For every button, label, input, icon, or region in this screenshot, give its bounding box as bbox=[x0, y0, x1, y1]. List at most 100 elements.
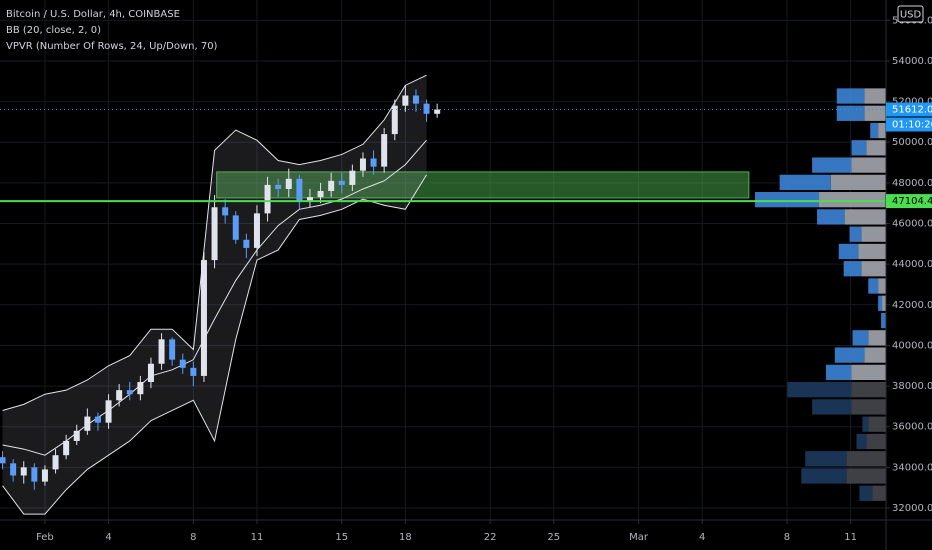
x-tick-label: 25 bbox=[547, 532, 560, 543]
x-tick-label: 15 bbox=[335, 532, 348, 543]
volume-up-bar bbox=[812, 157, 852, 173]
volume-down-bar bbox=[846, 451, 886, 467]
candle-body bbox=[232, 215, 239, 240]
candle-body bbox=[285, 178, 292, 189]
y-tick-label: 46000.00 bbox=[892, 219, 932, 230]
y-tick-label: 48000.00 bbox=[892, 178, 932, 189]
volume-up-bar bbox=[825, 364, 852, 381]
y-tick-label: 38000.00 bbox=[892, 381, 932, 392]
candle-body bbox=[31, 467, 38, 482]
volume-up-bar bbox=[881, 312, 886, 329]
candle-body bbox=[20, 467, 27, 476]
currency-label[interactable]: USD bbox=[900, 10, 922, 21]
candle-body bbox=[423, 103, 430, 114]
candle-body bbox=[412, 95, 419, 104]
volume-up-bar bbox=[812, 399, 852, 415]
candle-body bbox=[370, 158, 377, 167]
x-tick-label: 4 bbox=[105, 532, 111, 543]
x-tick-label: Feb bbox=[36, 532, 54, 543]
bollinger-lower bbox=[2, 174, 427, 515]
x-tick-label: 8 bbox=[190, 532, 196, 543]
volume-down-bar bbox=[861, 226, 886, 242]
volume-up-bar bbox=[849, 226, 862, 242]
volume-down-bar bbox=[864, 88, 886, 104]
volume-up-bar bbox=[870, 122, 879, 139]
volume-up-bar bbox=[787, 382, 852, 398]
grid bbox=[0, 0, 886, 520]
volume-up-bar bbox=[862, 416, 869, 432]
volume-down-bar bbox=[864, 347, 886, 363]
candle-body bbox=[105, 400, 112, 423]
volume-down-bar bbox=[844, 209, 886, 225]
volume-up-bar bbox=[801, 468, 847, 484]
candle-body bbox=[253, 213, 260, 248]
candle-body bbox=[94, 416, 101, 423]
candle-body bbox=[338, 180, 345, 185]
volume-down-bar bbox=[851, 382, 886, 398]
volume-down-bar bbox=[861, 261, 886, 277]
currency-box[interactable] bbox=[897, 5, 924, 23]
candle-body bbox=[147, 363, 154, 383]
last-price-label: 51612.09 bbox=[892, 104, 932, 115]
volume-down-bar bbox=[851, 399, 886, 415]
volume-down-bar bbox=[864, 105, 886, 121]
volume-down-bar bbox=[819, 192, 886, 208]
candle-body bbox=[222, 207, 229, 216]
volume-down-bar bbox=[868, 416, 886, 432]
volume-up-bar bbox=[805, 451, 847, 467]
candle-body bbox=[296, 178, 303, 202]
volume-up-bar bbox=[868, 278, 879, 294]
candle-body bbox=[41, 469, 48, 482]
x-tick-label: 11 bbox=[844, 532, 857, 543]
volume-up-bar bbox=[834, 347, 865, 363]
volume-down-bar bbox=[846, 468, 886, 484]
x-tick-label: 8 bbox=[784, 532, 790, 543]
bollinger-upper bbox=[2, 74, 427, 411]
last-price-tag bbox=[886, 102, 932, 117]
volume-up-bar bbox=[878, 295, 883, 311]
candle-body bbox=[317, 191, 324, 198]
volume-down-bar bbox=[858, 243, 886, 260]
candle-body bbox=[190, 367, 197, 376]
volume-up-bar bbox=[779, 174, 831, 191]
candle-body bbox=[349, 170, 356, 185]
volume-down-bar bbox=[878, 122, 886, 139]
y-tick-label: 50000.00 bbox=[892, 137, 932, 148]
volume-up-bar bbox=[838, 243, 859, 260]
candle-body bbox=[264, 184, 271, 214]
candle-body bbox=[52, 455, 59, 470]
candle-body bbox=[10, 463, 17, 476]
indicator-label: VPVR (Number Of Rows, 24, Up/Down, 70) bbox=[6, 41, 218, 52]
x-tick-label: 11 bbox=[251, 532, 264, 543]
x-tick-label: 18 bbox=[399, 532, 412, 543]
candle-body bbox=[84, 416, 91, 431]
candle-body bbox=[200, 260, 207, 376]
volume-down-bar bbox=[872, 485, 886, 501]
x-tick-label: Mar bbox=[629, 532, 649, 543]
volume-up-bar bbox=[859, 485, 873, 501]
candle-body bbox=[137, 382, 144, 395]
candle-body bbox=[306, 197, 313, 202]
y-tick-label: 44000.00 bbox=[892, 259, 932, 270]
hline-label: 47104.42 bbox=[892, 196, 932, 207]
candle-body bbox=[402, 95, 409, 106]
volume-up-bar bbox=[843, 261, 862, 277]
chart-title: Bitcoin / U.S. Dollar, 4h, COINBASE bbox=[6, 9, 180, 20]
volume-down-bar bbox=[866, 140, 886, 156]
bollinger-basis bbox=[2, 139, 427, 456]
candle-body bbox=[63, 440, 70, 456]
volume-down-bar bbox=[882, 295, 886, 311]
volume-up-bar bbox=[856, 433, 867, 450]
volume-up-bar bbox=[836, 105, 865, 121]
candle-body bbox=[126, 390, 133, 395]
candle-body bbox=[434, 109, 441, 114]
candle-body bbox=[158, 339, 165, 364]
candle-body bbox=[328, 180, 335, 192]
candle-body bbox=[359, 158, 366, 171]
volume-down-bar bbox=[851, 364, 886, 381]
candle-body bbox=[179, 359, 186, 368]
candle-body bbox=[391, 105, 398, 135]
x-tick-label: 4 bbox=[699, 532, 705, 543]
